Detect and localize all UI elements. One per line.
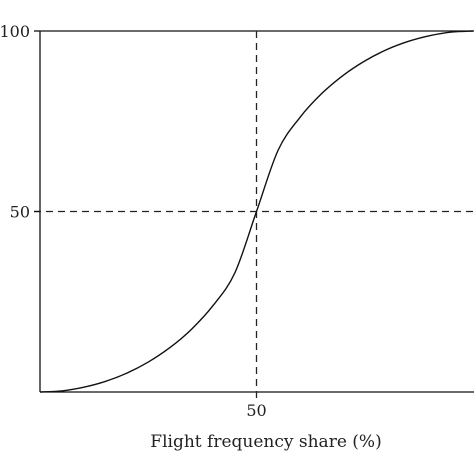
series-line: [39, 30, 474, 393]
series-layer: [39, 30, 474, 393]
x-tick-labels: 50: [246, 401, 266, 420]
y-tick-labels: 50 100: [0, 22, 40, 222]
x-axis-label: Flight frequency share (%): [150, 432, 381, 452]
y-tick-label: 100: [0, 22, 30, 41]
y-tick-label: 50: [10, 203, 30, 222]
reference-lines: [34, 31, 474, 398]
x-tick-label: 50: [246, 401, 266, 420]
